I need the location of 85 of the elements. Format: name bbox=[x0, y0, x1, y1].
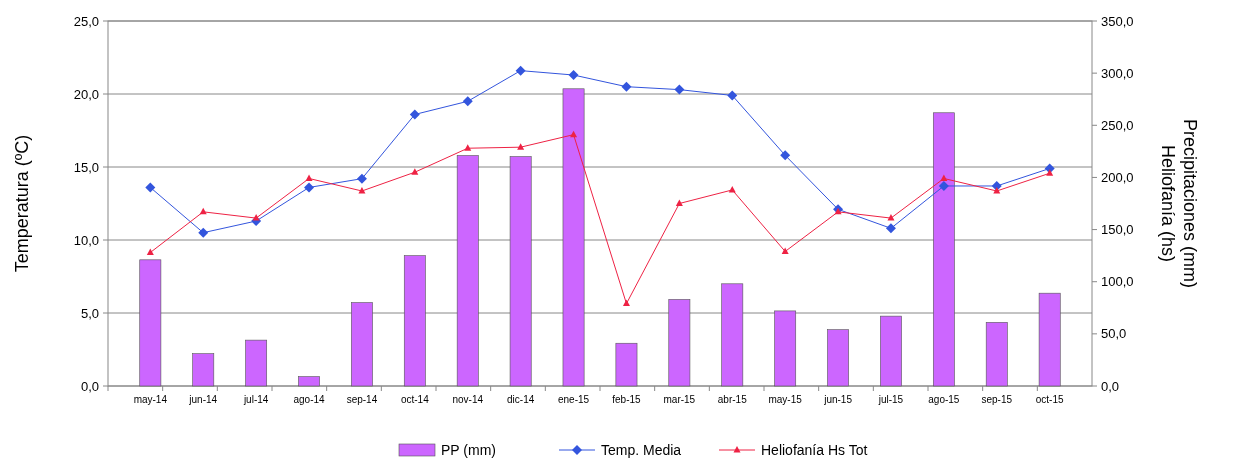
bar bbox=[245, 339, 268, 387]
point bbox=[462, 96, 473, 107]
bar bbox=[139, 259, 162, 387]
bar bbox=[509, 156, 532, 387]
point bbox=[304, 182, 315, 193]
point bbox=[146, 248, 154, 256]
point bbox=[781, 247, 789, 254]
x-tick-label: ene-15 bbox=[557, 394, 590, 405]
x-tick-label: ago-14 bbox=[293, 394, 326, 405]
x-tick-label: nov-14 bbox=[452, 394, 484, 405]
y2-tick-label: 50,0 bbox=[1101, 326, 1127, 342]
x-tick-label: feb-15 bbox=[612, 394, 642, 405]
point bbox=[885, 223, 896, 234]
point bbox=[356, 173, 367, 184]
point bbox=[198, 227, 209, 238]
legend-label: PP (mm) bbox=[441, 442, 496, 458]
point bbox=[622, 299, 630, 307]
y2-tick-label: 0,0 bbox=[1101, 378, 1120, 394]
point bbox=[515, 65, 526, 76]
bar bbox=[192, 353, 215, 387]
point bbox=[305, 174, 313, 181]
x-tick-label: sep-14 bbox=[346, 394, 378, 405]
x-tick-label: abr-15 bbox=[717, 394, 748, 405]
point bbox=[727, 90, 738, 101]
y2-tick-label: 100,0 bbox=[1101, 274, 1134, 290]
point bbox=[993, 186, 1001, 194]
point bbox=[411, 168, 419, 175]
y2-tick-label: 150,0 bbox=[1101, 222, 1134, 238]
point bbox=[570, 130, 578, 138]
point bbox=[568, 70, 579, 81]
legend-label: Temp. Media bbox=[601, 442, 682, 458]
bar bbox=[721, 283, 744, 387]
x-tick-label: may-15 bbox=[768, 394, 803, 405]
bar bbox=[615, 342, 638, 387]
x-tick-label: ago-15 bbox=[928, 394, 960, 405]
point bbox=[145, 182, 156, 193]
bar bbox=[1038, 292, 1061, 387]
x-tick-label: mar-15 bbox=[663, 394, 696, 405]
bar bbox=[668, 299, 691, 387]
y-tick-label: 0,0 bbox=[80, 378, 99, 394]
bar bbox=[298, 376, 320, 387]
x-tick-label: dic-14 bbox=[507, 394, 535, 405]
point bbox=[780, 150, 791, 161]
bar bbox=[562, 88, 585, 387]
y2-axis-title: Heliofanía (hs) Precipitaciones (mm) bbox=[1158, 118, 1200, 289]
y-tick-label: 5,0 bbox=[80, 305, 99, 321]
y-axis-title: Temperatura (ºC) bbox=[12, 134, 32, 273]
x-tick-label: sep-15 bbox=[981, 394, 1013, 405]
y2-tick-label: 300,0 bbox=[1101, 65, 1134, 81]
y-tick-label: 25,0 bbox=[73, 13, 99, 29]
point bbox=[464, 144, 472, 151]
y-tick-label: 15,0 bbox=[73, 159, 99, 175]
point bbox=[887, 214, 895, 221]
legend-label: Heliofanía Hs Tot bbox=[761, 442, 868, 458]
point bbox=[1046, 169, 1054, 176]
bar bbox=[403, 255, 426, 387]
point bbox=[728, 185, 736, 193]
x-tick-label: jun-14 bbox=[188, 394, 218, 405]
bar bbox=[880, 315, 902, 387]
x-tick-label: oct-14 bbox=[400, 394, 430, 405]
point bbox=[938, 180, 949, 191]
point bbox=[252, 214, 260, 221]
bar bbox=[932, 112, 955, 387]
bar bbox=[985, 322, 1008, 387]
point bbox=[409, 109, 420, 120]
point bbox=[199, 207, 207, 215]
point bbox=[674, 84, 685, 95]
bar bbox=[774, 310, 797, 387]
bar bbox=[827, 329, 849, 387]
x-tick-label: oct-15 bbox=[1035, 394, 1065, 405]
bar bbox=[351, 302, 373, 387]
y2-tick-label: 250,0 bbox=[1101, 117, 1134, 133]
point bbox=[675, 199, 683, 206]
point bbox=[621, 81, 632, 92]
x-tick-label: jul-15 bbox=[877, 394, 904, 405]
x-tick-label: jul-14 bbox=[242, 394, 269, 405]
point bbox=[517, 143, 525, 150]
y2-tick-label: 350,0 bbox=[1101, 13, 1134, 29]
x-tick-label: may-14 bbox=[133, 394, 168, 405]
y2-tick-label: 200,0 bbox=[1101, 169, 1134, 185]
y-tick-label: 20,0 bbox=[73, 86, 99, 102]
point bbox=[940, 174, 948, 181]
bar bbox=[456, 155, 479, 387]
x-tick-label: jun-15 bbox=[823, 394, 853, 405]
y-tick-label: 10,0 bbox=[73, 232, 99, 248]
